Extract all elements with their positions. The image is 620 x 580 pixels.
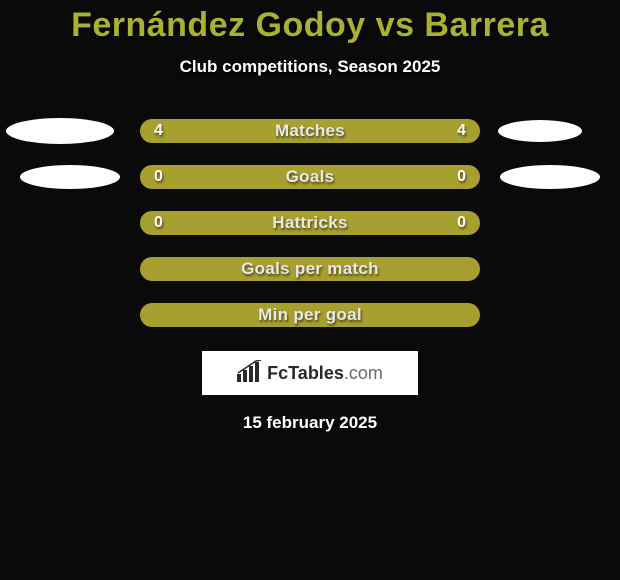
footer-date: 15 february 2025 — [0, 413, 620, 433]
comparison-title: Fernández Godoy vs Barrera — [0, 0, 620, 45]
stat-row-min-per-goal: Min per goal — [0, 303, 620, 327]
stat-left-value: 0 — [154, 168, 163, 186]
branding-text: FcTables.com — [267, 363, 383, 384]
stat-row-hattricks: 0 Hattricks 0 — [0, 211, 620, 235]
stat-label: Goals per match — [241, 259, 379, 279]
stat-label: Goals — [286, 167, 335, 187]
branding-box: FcTables.com — [202, 351, 418, 395]
chart-icon — [237, 360, 263, 387]
stat-row-goals-per-match: Goals per match — [0, 257, 620, 281]
left-ellipse-matches — [6, 118, 114, 144]
right-ellipse-matches — [498, 120, 582, 142]
branding-suffix: .com — [344, 363, 383, 383]
stat-row-goals: 0 Goals 0 — [0, 165, 620, 189]
stat-pill-goals-per-match: Goals per match — [140, 257, 480, 281]
branding-name: FcTables — [267, 363, 344, 383]
stat-pill-goals: 0 Goals 0 — [140, 165, 480, 189]
stat-label: Matches — [275, 121, 345, 141]
left-ellipse-goals — [20, 165, 120, 189]
right-ellipse-goals — [500, 165, 600, 189]
stat-label: Hattricks — [272, 213, 347, 233]
comparison-subtitle: Club competitions, Season 2025 — [0, 57, 620, 77]
stat-pill-min-per-goal: Min per goal — [140, 303, 480, 327]
stat-right-value: 0 — [457, 168, 466, 186]
stat-left-value: 0 — [154, 214, 163, 232]
stat-pill-hattricks: 0 Hattricks 0 — [140, 211, 480, 235]
stat-right-value: 4 — [457, 122, 466, 140]
stat-row-matches: 4 Matches 4 — [0, 119, 620, 143]
stat-pill-matches: 4 Matches 4 — [140, 119, 480, 143]
stat-right-value: 0 — [457, 214, 466, 232]
stat-left-value: 4 — [154, 122, 163, 140]
stat-label: Min per goal — [258, 305, 362, 325]
stat-rows: 4 Matches 4 0 Goals 0 0 Hattricks 0 — [0, 119, 620, 327]
